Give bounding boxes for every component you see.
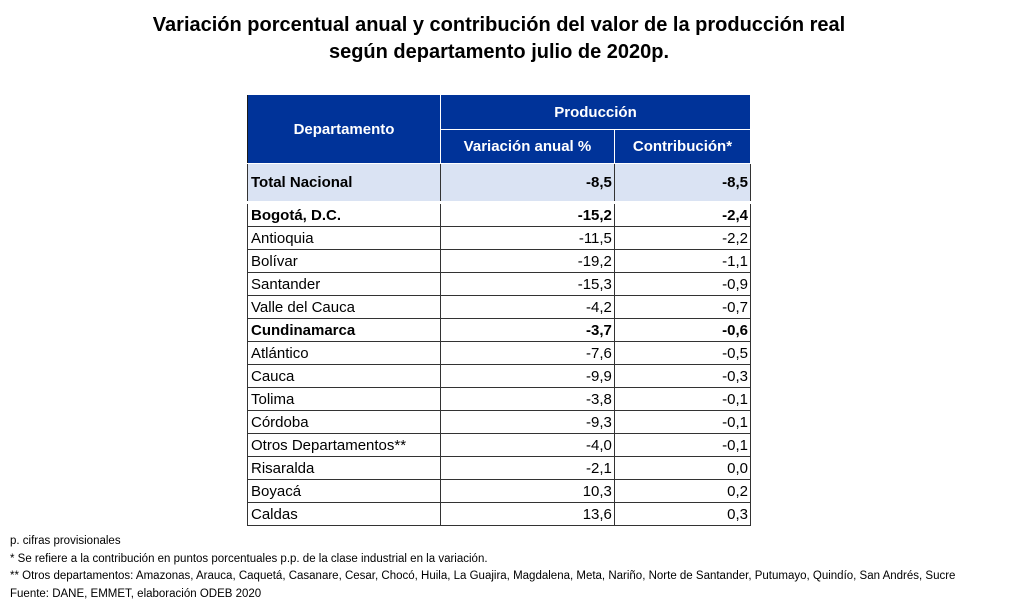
cell-departamento: Total Nacional (247, 163, 441, 204)
cell-variacion: -8,5 (440, 163, 615, 204)
cell-departamento: Córdoba (247, 410, 441, 434)
table-row: Caldas 13,6 0,3 (247, 502, 752, 526)
cell-departamento: Caldas (247, 502, 441, 526)
table-row: Risaralda -2,1 0,0 (247, 456, 752, 480)
cell-departamento: Bolívar (247, 249, 441, 273)
cell-departamento: Cauca (247, 364, 441, 388)
cell-contribucion: -2,2 (613, 226, 752, 250)
cell-variacion: -4,0 (440, 433, 615, 457)
title-line-2: según departamento julio de 2020p. (328, 41, 670, 63)
cell-variacion: -15,2 (440, 202, 615, 227)
table-row: Atlántico -7,6 -0,5 (247, 341, 752, 365)
cell-variacion: -9,3 (440, 410, 615, 434)
cell-variacion: -9,9 (440, 364, 615, 388)
table-row: Valle del Cauca -4,2 -0,7 (247, 295, 752, 319)
cell-departamento: Atlántico (247, 341, 441, 365)
cell-contribucion: -0,5 (613, 341, 752, 365)
table-row: Boyacá 10,3 0,2 (247, 479, 752, 503)
cell-contribucion: -0,1 (613, 433, 752, 457)
table-row: Tolima -3,8 -0,1 (247, 387, 752, 411)
header-produccion: Producción (440, 94, 751, 130)
cell-contribucion: 0,0 (613, 456, 752, 480)
cell-departamento: Valle del Cauca (247, 295, 441, 319)
table-row: Córdoba -9,3 -0,1 (247, 410, 752, 434)
header-contribucion: Contribución* (613, 129, 752, 164)
cell-contribucion: -0,1 (613, 387, 752, 411)
cell-contribucion: -0,3 (613, 364, 752, 388)
table-row: Otros Departamentos** -4,0 -0,1 (247, 433, 752, 457)
cell-contribucion: -2,4 (613, 202, 752, 227)
cell-variacion: -11,5 (440, 226, 615, 250)
cell-departamento: Antioquia (247, 226, 441, 250)
cell-variacion: -3,8 (440, 387, 615, 411)
cell-departamento: Tolima (247, 387, 441, 411)
cell-departamento: Bogotá, D.C. (247, 202, 441, 227)
cell-variacion: -3,7 (440, 318, 615, 342)
cell-departamento: Risaralda (247, 456, 441, 480)
cell-departamento: Cundinamarca (247, 318, 441, 342)
cell-variacion: -4,2 (440, 295, 615, 319)
table-row: Antioquia -11,5 -2,2 (247, 226, 752, 250)
table-row: Santander -15,3 -0,9 (247, 272, 752, 296)
cell-contribucion: -0,1 (613, 410, 752, 434)
note-fuente: Fuente: DANE, EMMET, elaboración ODEB 20… (10, 587, 262, 600)
cell-variacion: -19,2 (440, 249, 615, 273)
cell-contribucion: -1,1 (613, 249, 752, 273)
page-title: Variación porcentual anual y contribució… (0, 12, 998, 66)
table-row: Bolívar -19,2 -1,1 (247, 249, 752, 273)
cell-contribucion: -0,6 (613, 318, 752, 342)
cell-contribucion: 0,3 (613, 502, 752, 526)
cell-contribucion: -8,5 (613, 163, 752, 204)
cell-variacion: 10,3 (440, 479, 615, 503)
header-departamento: Departamento (247, 94, 441, 164)
header-variacion: Variación anual % (440, 129, 615, 164)
production-table: Departamento Producción Variación anual … (247, 94, 752, 526)
cell-variacion: 13,6 (440, 502, 615, 526)
table-row: Cundinamarca -3,7 -0,6 (247, 318, 752, 342)
cell-contribucion: 0,2 (613, 479, 752, 503)
table-row: Cauca -9,9 -0,3 (247, 364, 752, 388)
note-otros: ** Otros departamentos: Amazonas, Arauca… (10, 570, 956, 582)
note-provisional: p. cifras provisionales (10, 535, 121, 547)
table-row: Bogotá, D.C. -15,2 -2,4 (247, 202, 752, 227)
cell-departamento: Otros Departamentos** (247, 433, 441, 457)
cell-contribucion: -0,7 (613, 295, 752, 319)
footnotes: p. cifras provisionales * Se refiere a l… (10, 533, 955, 603)
title-line-1: Variación porcentual anual y contribució… (152, 14, 846, 36)
cell-variacion: -15,3 (440, 272, 615, 296)
table-row-total: Total Nacional -8,5 -8,5 (247, 163, 752, 204)
cell-variacion: -2,1 (440, 456, 615, 480)
note-contribucion: * Se refiere a la contribución en puntos… (10, 552, 488, 565)
cell-variacion: -7,6 (440, 341, 615, 365)
cell-departamento: Santander (247, 272, 441, 296)
cell-departamento: Boyacá (247, 479, 441, 503)
cell-contribucion: -0,9 (613, 272, 752, 296)
